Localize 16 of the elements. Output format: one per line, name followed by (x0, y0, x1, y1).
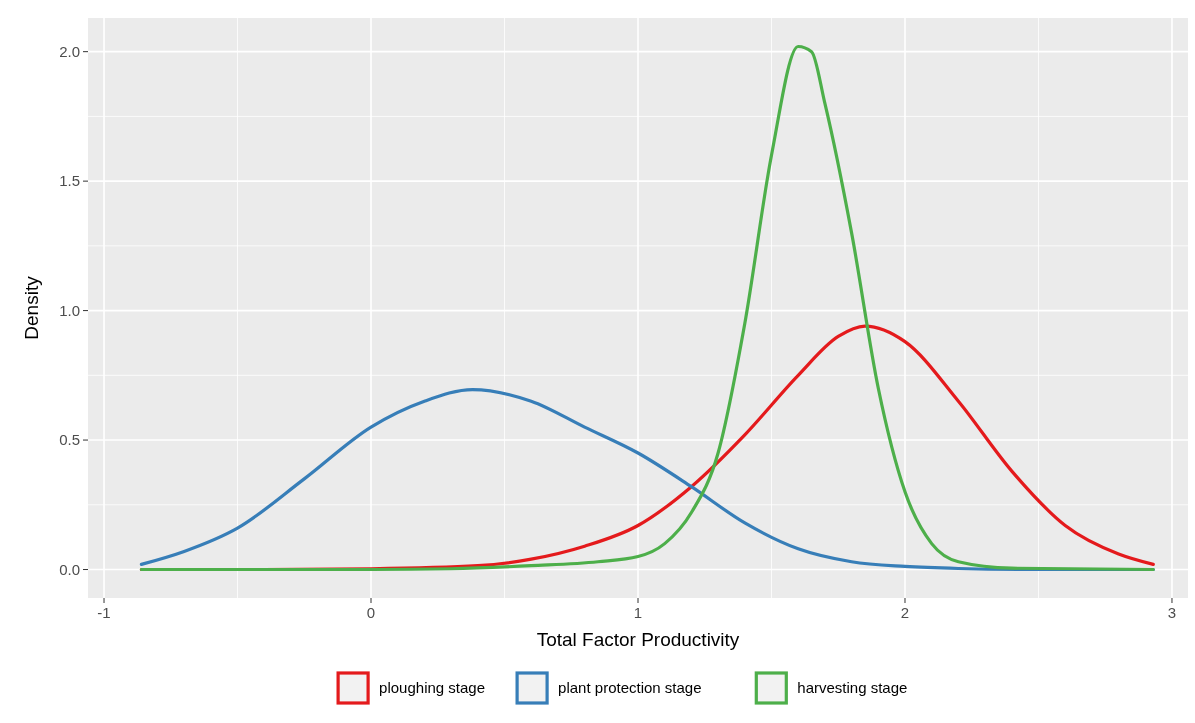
x-tick-label: -1 (97, 604, 111, 621)
x-tick-label: 3 (1167, 604, 1177, 621)
x-tick-label: 2 (900, 604, 910, 621)
line-series (139, 44, 1155, 572)
x-tick-label: 1 (633, 604, 643, 621)
legend-label: plant protection stage (558, 679, 702, 696)
y-tick-label: 1.5 (59, 172, 80, 190)
legend-label: ploughing stage (379, 679, 486, 696)
y-tick-label: 1.0 (59, 301, 80, 319)
legend-label: harvesting stage (797, 679, 908, 696)
y-tick-label: 2.0 (59, 42, 80, 60)
x-tick-label: 0 (366, 604, 376, 621)
y-axis-title: Density (21, 275, 42, 340)
x-axis-title: Total Factor Productivity (536, 629, 740, 650)
y-tick-label: 0.5 (59, 431, 80, 449)
y-tick-label: 0.0 (59, 560, 80, 578)
